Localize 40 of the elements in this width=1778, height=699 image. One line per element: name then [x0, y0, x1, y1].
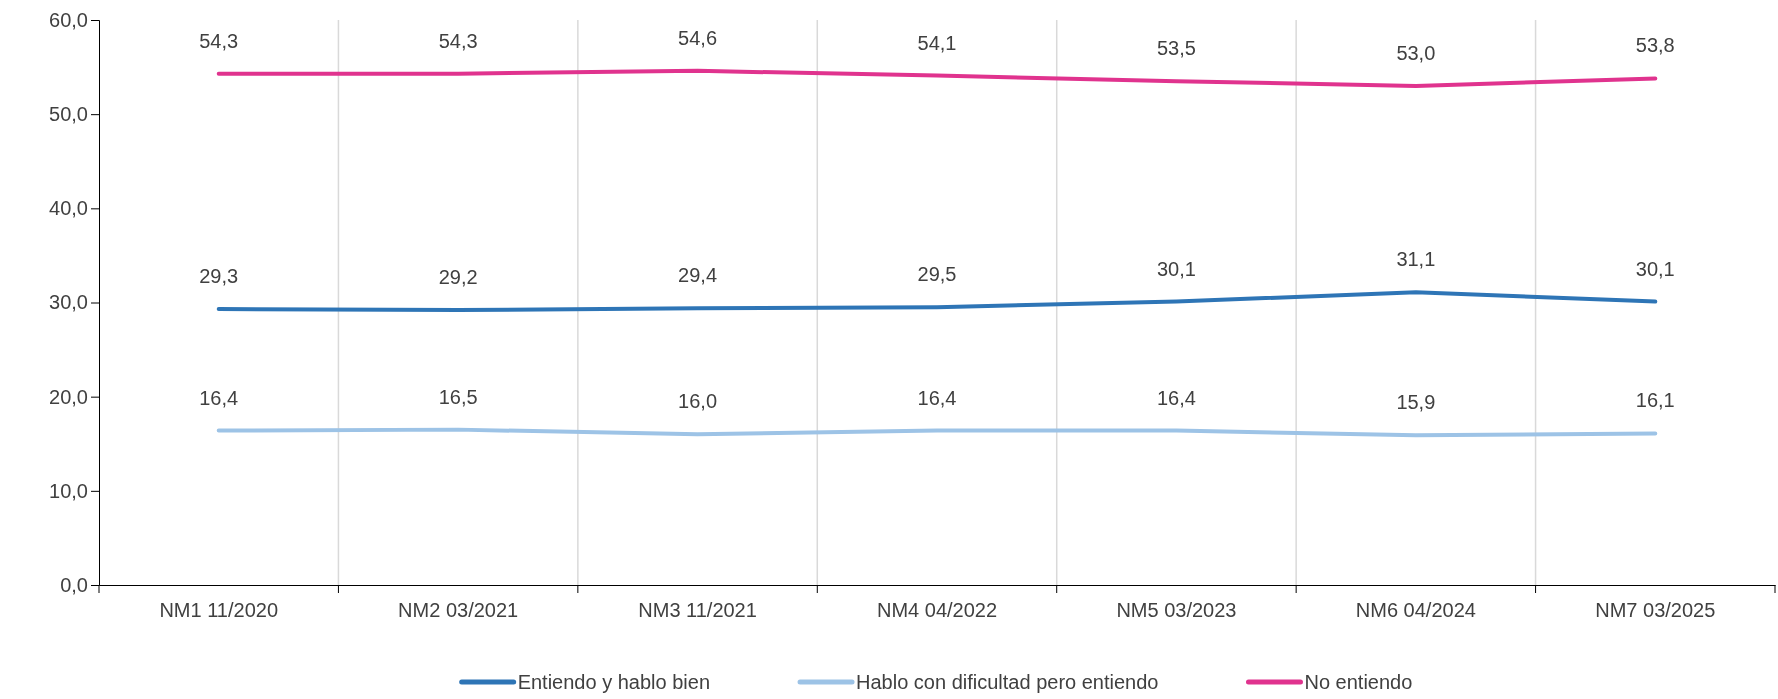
- x-tick-label: NM3 11/2021: [638, 599, 757, 622]
- data-label: 54,1: [917, 31, 957, 54]
- data-label: 54,6: [678, 26, 718, 49]
- line-series: [216, 68, 1658, 88]
- data-label: 54,3: [199, 29, 239, 52]
- data-label: 16,4: [917, 386, 957, 409]
- x-tick-label: NM4 04/2022: [876, 599, 998, 622]
- data-label: 29,2: [438, 266, 478, 289]
- x-tick-label: NM1 11/2020: [159, 599, 279, 622]
- x-tick-label: NM2 03/2021: [398, 599, 519, 622]
- y-tick-label: 40,0: [49, 197, 88, 220]
- x-tick-label: NM7 03/2025: [1595, 599, 1716, 622]
- y-tick-label: 50,0: [49, 103, 88, 126]
- x-tick-label: NM5 03/2023: [1116, 599, 1237, 622]
- y-tick-label: 30,0: [49, 291, 88, 314]
- y-tick-label: 10,0: [49, 479, 88, 502]
- data-label: 15,9: [1396, 391, 1436, 414]
- data-label: 16,4: [199, 386, 239, 409]
- data-label: 54,3: [438, 29, 478, 52]
- data-label: 53,8: [1635, 34, 1675, 57]
- legend-label: Entiendo y hablo bien: [517, 671, 711, 693]
- y-tick-label: 60,0: [49, 8, 88, 31]
- x-tick-label: NM6 04/2024: [1355, 599, 1476, 622]
- legend-label: No entiendo: [1304, 671, 1413, 693]
- data-label: 29,4: [678, 264, 718, 287]
- data-label: 16,4: [1156, 386, 1196, 409]
- data-label: 53,5: [1156, 37, 1196, 60]
- data-label: 31,1: [1396, 248, 1436, 271]
- data-label: 53,0: [1396, 41, 1436, 64]
- data-label: 16,0: [678, 390, 718, 413]
- legend-label: Hablo con dificultad pero entiendo: [856, 671, 1159, 693]
- data-label: 30,1: [1635, 257, 1675, 280]
- data-label: 30,1: [1156, 257, 1196, 280]
- data-label: 29,5: [917, 263, 957, 286]
- y-tick-label: 20,0: [49, 385, 88, 408]
- line-series: [216, 290, 1658, 313]
- data-label: 29,3: [199, 265, 239, 288]
- data-label: 16,5: [438, 385, 478, 408]
- y-tick-label: 0,0: [60, 573, 88, 596]
- data-label: 16,1: [1635, 389, 1675, 412]
